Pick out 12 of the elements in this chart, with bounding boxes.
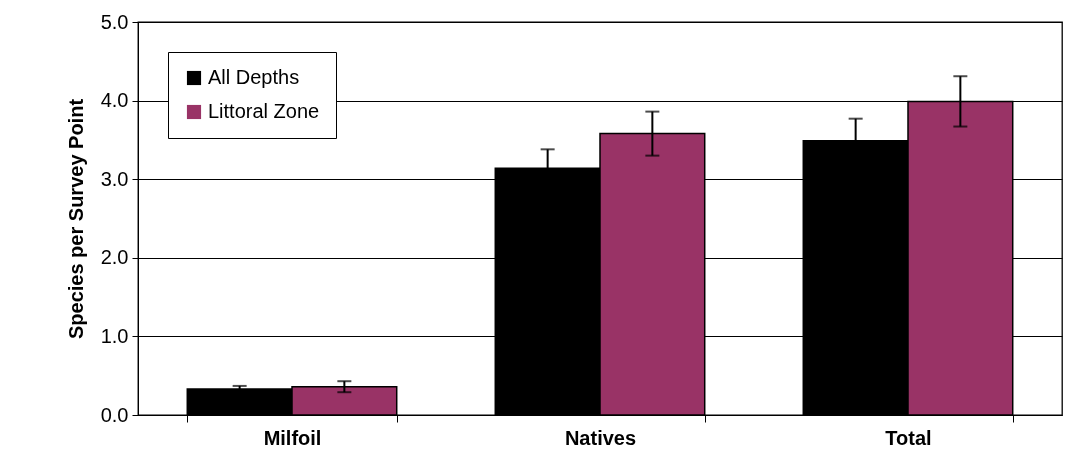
y-tick-label: 4.0 <box>100 89 129 112</box>
y-axis-title: Species per Survey Point <box>64 98 87 340</box>
x-tick-label: Milfoil <box>263 426 322 449</box>
y-tick-label: 3.0 <box>100 167 129 190</box>
legend-label: All Depths <box>208 66 300 88</box>
y-tick-label: 0.0 <box>100 403 129 426</box>
y-tick-label: 5.0 <box>100 10 129 33</box>
legend-label: Littoral Zone <box>208 100 320 122</box>
y-tick-label: 2.0 <box>100 246 129 269</box>
x-tick-label: Total <box>885 426 932 449</box>
x-tick-label: Natives <box>564 426 637 449</box>
y-tick-label: 1.0 <box>100 324 129 347</box>
